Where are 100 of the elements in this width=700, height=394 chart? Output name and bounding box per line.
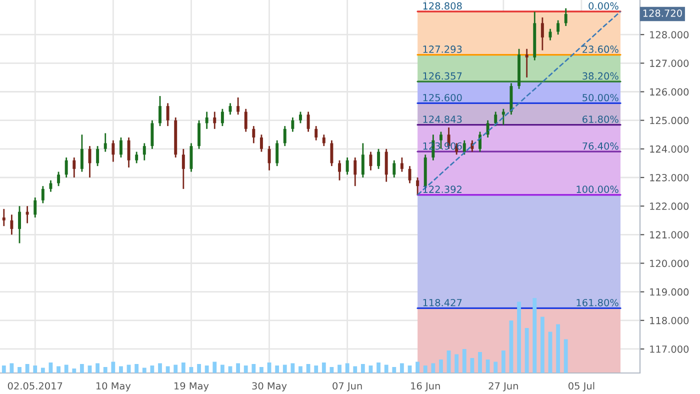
bar: [306, 364, 310, 373]
bar: [244, 366, 248, 373]
y-tick-label: 120.000: [650, 260, 689, 268]
candlestick: [486, 120, 490, 138]
bar: [524, 328, 529, 373]
bar: [353, 366, 358, 373]
candlestick: [190, 142, 193, 172]
bar: [509, 320, 514, 373]
candlestick: [314, 125, 318, 142]
bar: [486, 360, 490, 373]
x-tick-label: 30 May: [252, 382, 287, 392]
bar: [96, 363, 100, 373]
bar: [212, 362, 217, 373]
bar: [174, 364, 178, 373]
candlestick: [10, 214, 14, 236]
y-tick-label: 127.000: [650, 60, 689, 67]
candlestick: [104, 132, 107, 152]
annotation: 61.80%: [582, 116, 618, 123]
bar: [220, 364, 224, 373]
y-tick-label: 118.000: [650, 316, 689, 324]
candlestick: [556, 20, 560, 36]
candlestick: [142, 142, 146, 162]
x-tick-label: 07 Jun: [332, 382, 362, 392]
bar: [260, 367, 264, 373]
candlestick: [220, 108, 224, 127]
candlestick: [49, 180, 52, 192]
y-tick-label: 125.000: [650, 116, 689, 124]
candlestick: [354, 156, 357, 187]
candlestick: [198, 120, 201, 150]
candlestick: [377, 148, 380, 170]
candlestick: [322, 134, 326, 147]
candlestick: [330, 140, 334, 167]
candlestick: [150, 120, 154, 150]
bar: [119, 366, 123, 373]
bar: [478, 352, 482, 373]
bar: [517, 302, 521, 373]
candlestick: [369, 151, 372, 172]
bar: [290, 363, 295, 373]
candlestick: [96, 145, 100, 167]
bar: [556, 324, 560, 373]
candlestick: [283, 125, 286, 147]
bar: [423, 366, 428, 373]
bar: [540, 316, 544, 373]
y-tick-label: 126.000: [650, 88, 689, 96]
candlestick: [252, 125, 256, 144]
candlestick: [2, 208, 6, 227]
candlestick: [236, 96, 240, 116]
bar: [360, 364, 365, 373]
x-tick-label: 19 May: [174, 382, 209, 392]
bar: [56, 366, 60, 373]
bar: [72, 368, 76, 373]
candlestick: [400, 156, 404, 172]
annotation: 0.00%: [588, 2, 618, 10]
candlestick: [205, 111, 208, 130]
bar: [416, 362, 420, 373]
annotation: 76.40%: [582, 142, 618, 150]
candlestick: [80, 134, 84, 172]
bar: [462, 349, 466, 373]
candlestick: [72, 156, 76, 178]
bar: [48, 362, 53, 373]
bar: [88, 366, 92, 373]
candlestick: [346, 156, 349, 176]
candlestick: [57, 171, 60, 187]
bar: [18, 367, 22, 373]
bar: [197, 364, 201, 373]
y-tick-label: 124.000: [650, 145, 689, 153]
bar: [103, 367, 108, 373]
candlestick: [158, 95, 162, 127]
candlestick: [564, 8, 568, 27]
bar: [142, 368, 146, 373]
bar: [40, 368, 45, 373]
bar: [267, 362, 272, 373]
candlestick: [244, 108, 248, 132]
candlestick: [361, 142, 364, 178]
bar: [564, 339, 568, 373]
candlestick: [392, 160, 396, 178]
ref-line-label: 125.600: [423, 94, 462, 102]
bar: [64, 364, 68, 373]
candlestick: [34, 196, 37, 218]
candlestick: [127, 136, 130, 168]
bar: [376, 362, 380, 373]
bar: [454, 354, 459, 373]
candlestick: [182, 148, 185, 190]
candlestick: [338, 160, 341, 182]
x-tick-label: 05 Jul: [568, 382, 594, 392]
ref-line-label: 127.293: [423, 46, 462, 53]
ref-line-label: 122.392: [423, 186, 462, 193]
bar: [384, 364, 388, 373]
candlestick: [18, 205, 21, 244]
y-tick-label: 119.000: [650, 288, 689, 296]
bar: [446, 350, 451, 373]
candlestick: [462, 140, 466, 156]
annotation: 38.20%: [582, 72, 618, 80]
bar: [345, 363, 350, 373]
bar: [439, 360, 443, 373]
bar: [33, 366, 38, 373]
candlestick: [525, 48, 528, 78]
candlestick: [213, 111, 216, 130]
x-tick-label: 27 Jun: [488, 382, 518, 392]
candlestick: [135, 151, 138, 164]
